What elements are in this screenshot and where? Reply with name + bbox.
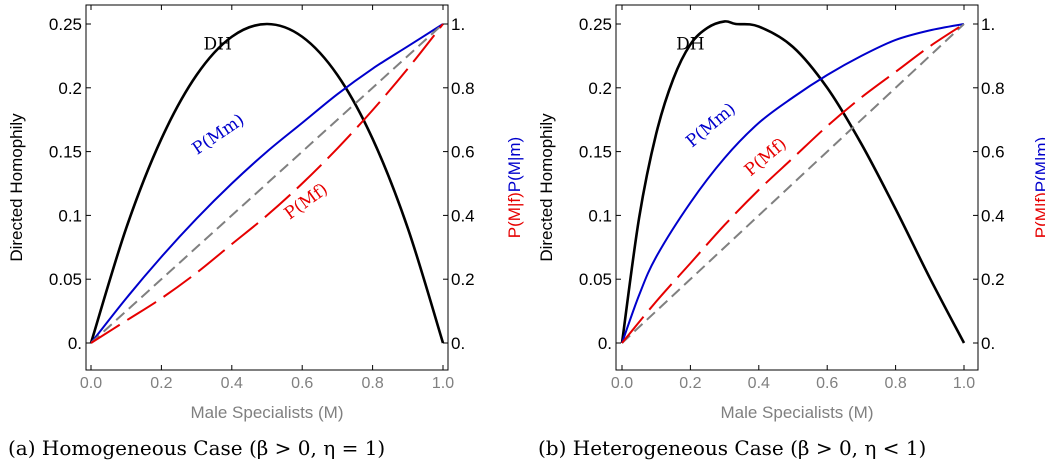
caption-panel-a: (a) Homogeneous Case (β > 0, η = 1): [8, 436, 386, 460]
panel-b-annotation-dh: DH: [676, 35, 704, 55]
panel-b-series-group: [620, 20, 966, 344]
panel-b-y-right-axis-label: P(M|f)P(M|m): [1032, 137, 1045, 238]
panel-b-x-tick-label: 0.8: [884, 375, 906, 392]
panel-b-y-right-tick-label: 0.6: [981, 143, 1005, 162]
panel-a-series-p-mm-line: [90, 23, 444, 344]
panel-b-y-left-tick-label: 0.1: [588, 206, 612, 225]
panel-b-y-left-tick-label: 0.15: [579, 143, 612, 162]
panel-b-annotation-p-mm: P(Mm): [682, 99, 739, 152]
panel-a: 0.0 0.2 0.4 0.6 0.8 1.0 0. 0.05 0.1 0.15 0.2 0.25 0.…: [7, 4, 524, 422]
panel-b-series-p-mf-line: [621, 23, 965, 344]
panel-b-y-left-tick-label: 0.2: [588, 79, 612, 98]
panel-a-series-group: [89, 22, 445, 344]
panel-b: 0.0 0.2 0.4 0.6 0.8 1.0 0. 0.05 0.1 0.15 0.2 0.25 0.…: [537, 4, 1045, 422]
panel-b-y-right-tick-label: 1.: [981, 15, 995, 34]
panel-b-x-tick-label: 0.0: [611, 375, 633, 392]
panel-b-y-left-tick-label: 0.25: [579, 15, 612, 34]
panel-b-x-axis-label: Male Specialists (M): [720, 403, 873, 422]
panel-a-x-tick-label: 0.0: [80, 375, 102, 392]
panel-a-plot-frame: [85, 4, 449, 371]
panel-a-series-p-mf-line: [90, 23, 444, 344]
panel-a-series-diagonal-reference-line: [90, 23, 444, 344]
panel-a-y-right-axis-label: P(M|f)P(M|m): [505, 137, 524, 238]
panel-a-annotation-p-mf: P(Mf): [281, 179, 332, 224]
panel-a-x-tick-label: 0.2: [150, 375, 172, 392]
panel-a-y-right-tick-label: 1.: [451, 15, 465, 34]
panel-a-y-right-axis-label-part-p-m-f: P(M|f): [505, 192, 524, 238]
panel-a-y-left-tick-label: 0.2: [58, 79, 82, 98]
panel-b-y-right-tick-label: 0.8: [981, 79, 1005, 98]
panel-a-y-right-tick-label: 0.4: [451, 206, 475, 225]
panel-a-y-left-tick-label: 0.25: [49, 15, 82, 34]
panel-a-y-left-tick-label: 0.15: [49, 143, 82, 162]
panel-a-y-right-tick-label: 0.6: [451, 143, 475, 162]
panel-a-annotation-dh: DH: [203, 35, 231, 55]
panel-b-y-right-axis-label-part-p-m-m: P(M|m): [1032, 137, 1045, 192]
panel-b-plot-frame: [615, 4, 979, 371]
caption-panel-b: (b) Heterogeneous Case (β > 0, η < 1): [538, 436, 927, 460]
panel-a-x-tick-label: 0.8: [361, 375, 383, 392]
panel-a-y-right-tick-label: 0.8: [451, 79, 475, 98]
panel-a-y-left-tick-label: 0.1: [58, 206, 82, 225]
panel-b-y-right-axis-label-part-p-m-f: P(M|f): [1032, 192, 1045, 238]
panel-b-y-left-tick-label: 0.: [598, 334, 612, 353]
panel-b-x-tick-label: 1.0: [953, 375, 975, 392]
panel-a-y-right-axis-label-part-p-m-m: P(M|m): [505, 137, 524, 192]
panel-a-annotation-p-mm: P(Mm): [189, 110, 248, 159]
panel-b-x-tick-label: 0.2: [679, 375, 701, 392]
panel-b-series-p-mm-line: [621, 23, 965, 344]
panel-a-y-right-tick-label: 0.2: [451, 270, 475, 289]
panel-b-x-tick-label: 0.4: [748, 375, 770, 392]
panel-b-y-right-tick-label: 0.4: [981, 206, 1005, 225]
panel-b-y-right-tick-label: 0.: [981, 334, 995, 353]
panel-a-x-tick-label: 1.0: [432, 375, 454, 392]
panel-a-y-left-tick-label: 0.: [68, 334, 82, 353]
panel-a-y-left-tick-label: 0.05: [49, 270, 82, 289]
panel-a-y-right-tick-label: 0.: [451, 334, 465, 353]
panel-b-series-diagonal-reference-line: [621, 23, 965, 344]
panel-b-annotation-p-mf: P(Mf): [741, 134, 791, 180]
panel-a-x-tick-label: 0.4: [221, 375, 243, 392]
panel-b-series-dh-line: [620, 20, 966, 344]
panel-b-y-left-tick-label: 0.05: [579, 270, 612, 289]
panel-b-y-left-axis-label: Directed Homophily: [537, 113, 556, 262]
panel-a-x-tick-label: 0.6: [291, 375, 313, 392]
panel-a-series-dh-line: [89, 22, 445, 344]
panel-a-x-axis-label: Male Specialists (M): [190, 403, 343, 422]
panel-a-y-left-axis-label: Directed Homophily: [7, 113, 26, 262]
panel-b-y-right-tick-label: 0.2: [981, 270, 1005, 289]
panel-b-x-tick-label: 0.6: [816, 375, 838, 392]
